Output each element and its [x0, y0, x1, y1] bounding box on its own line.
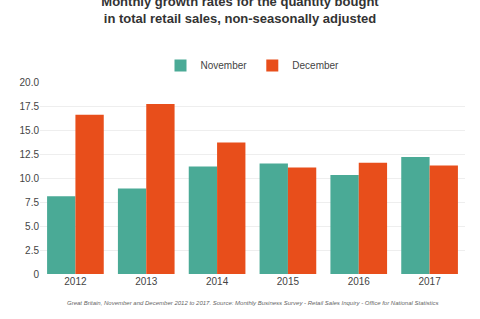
svg-text:0: 0	[33, 269, 39, 280]
svg-text:December: December	[292, 60, 339, 71]
svg-text:12.5: 12.5	[20, 149, 40, 160]
svg-text:10.0: 10.0	[20, 173, 40, 184]
svg-text:17.5: 17.5	[20, 101, 40, 112]
svg-text:2015: 2015	[277, 276, 300, 287]
svg-text:2014: 2014	[206, 276, 229, 287]
svg-text:20.0: 20.0	[20, 77, 40, 88]
svg-text:7.5: 7.5	[25, 197, 39, 208]
svg-text:5.0: 5.0	[25, 221, 39, 232]
svg-text:Monthly growth rates for the q: Monthly growth rates for the quantity bo…	[101, 0, 379, 26]
svg-text:November: November	[201, 60, 248, 71]
svg-text:2017: 2017	[418, 276, 441, 287]
svg-text:2012: 2012	[64, 276, 87, 287]
svg-text:2013: 2013	[135, 276, 158, 287]
svg-text:15.0: 15.0	[20, 125, 40, 136]
svg-text:Great Britain, November and De: Great Britain, November and December 201…	[67, 300, 439, 306]
svg-text:2016: 2016	[348, 276, 371, 287]
svg-text:2.5: 2.5	[25, 245, 39, 256]
